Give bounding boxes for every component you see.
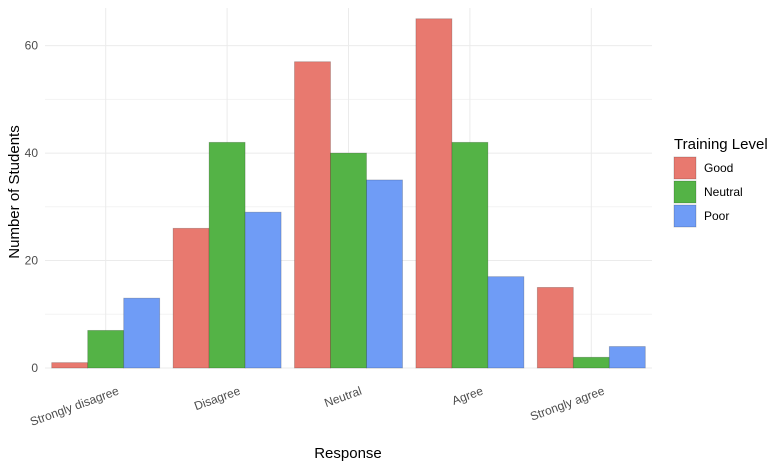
x-tick-label: Strongly disagree bbox=[28, 384, 121, 429]
bar-good-1 bbox=[172, 227, 210, 369]
x-tick-label: Agree bbox=[450, 384, 485, 408]
legend-title: Training Level bbox=[674, 136, 768, 153]
legend-key-neutral bbox=[673, 180, 697, 204]
x-tick-label: Disagree bbox=[192, 384, 242, 414]
legend-items: Good Neutral Poor bbox=[673, 156, 743, 228]
x-tick-label: Strongly agree bbox=[528, 384, 606, 424]
y-tick-label: 20 bbox=[25, 254, 39, 268]
x-axis-title: Response bbox=[314, 445, 382, 462]
bar-neutral-1 bbox=[208, 141, 246, 369]
legend: Training Level Good Neutral Poor bbox=[673, 136, 768, 228]
bar-neutral-3 bbox=[451, 141, 489, 369]
bar-good-0 bbox=[51, 362, 89, 369]
bar-neutral-0 bbox=[87, 329, 125, 369]
legend-label-neutral: Neutral bbox=[704, 185, 743, 199]
y-axis-ticks: 0 20 40 60 bbox=[25, 39, 39, 375]
bar-poor-2 bbox=[366, 179, 403, 369]
x-tick-label: Neutral bbox=[322, 384, 363, 410]
bar-neutral-2 bbox=[330, 152, 367, 369]
bar-poor-0 bbox=[123, 297, 161, 369]
bar-neutral-4 bbox=[572, 356, 610, 369]
legend-key-good bbox=[673, 156, 697, 180]
y-tick-label: 40 bbox=[25, 146, 39, 160]
bar-poor-1 bbox=[244, 211, 282, 369]
y-tick-label: 0 bbox=[31, 361, 38, 375]
x-axis-ticks: Strongly disagree Disagree Neutral Agree Str… bbox=[28, 384, 606, 429]
bar-good-3 bbox=[415, 18, 453, 369]
bar-poor-4 bbox=[608, 346, 646, 369]
legend-label-poor: Poor bbox=[704, 209, 729, 223]
y-tick-label: 60 bbox=[25, 39, 39, 53]
bar-good-4 bbox=[536, 287, 574, 369]
y-axis-title: Number of Students bbox=[6, 125, 23, 258]
bar-good-2 bbox=[294, 61, 331, 369]
legend-key-poor bbox=[673, 204, 697, 228]
bars bbox=[51, 18, 646, 369]
legend-label-good: Good bbox=[704, 161, 733, 175]
bar-poor-3 bbox=[487, 276, 525, 369]
